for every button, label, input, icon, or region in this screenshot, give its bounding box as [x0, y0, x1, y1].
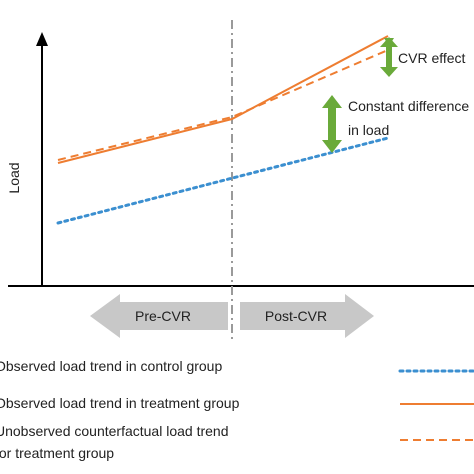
pre-cvr-arrow-icon	[90, 294, 228, 338]
cvr-effect-arrow-icon	[380, 37, 398, 77]
y-axis-label: Load	[6, 162, 22, 193]
legend-treatment-label: Observed load trend in treatment group	[0, 395, 240, 411]
constant-difference-label-line2: in load	[348, 122, 389, 138]
cvr-effect-label: CVR effect	[398, 50, 466, 66]
legend-counterfactual-label-line2: for treatment group	[0, 445, 114, 461]
constant-difference-label-line1: Constant difference	[348, 98, 469, 114]
y-axis-arrow-icon	[36, 32, 48, 46]
post-cvr-label: Post-CVR	[265, 308, 327, 324]
counterfactual-trend-line	[57, 49, 389, 161]
legend-counterfactual-label-line1: Unobserved counterfactual load trend	[0, 423, 228, 439]
legend-control-label: Observed load trend in control group	[0, 358, 222, 374]
control-trend-line	[56, 136, 390, 225]
treatment-trend-line	[57, 35, 389, 164]
constant-difference-arrow-icon	[322, 95, 342, 153]
pre-cvr-label: Pre-CVR	[135, 308, 191, 324]
post-cvr-arrow-icon	[240, 294, 374, 338]
